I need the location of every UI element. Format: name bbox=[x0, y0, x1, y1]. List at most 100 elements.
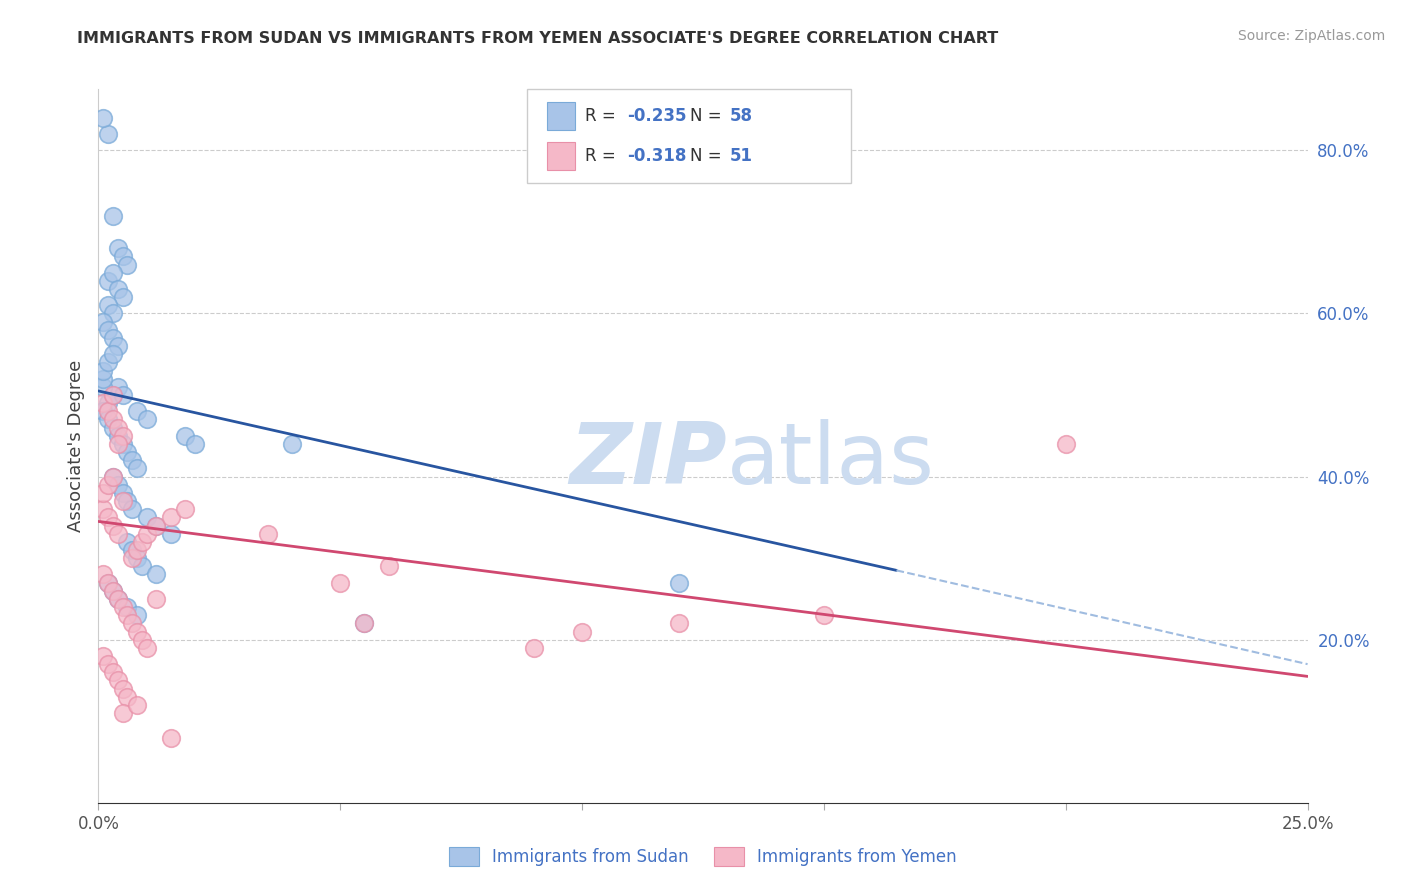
Point bbox=[135, 640, 157, 655]
Point bbox=[127, 608, 149, 623]
Text: N =: N = bbox=[690, 107, 727, 125]
Point bbox=[97, 575, 120, 590]
Point bbox=[107, 420, 129, 434]
Point bbox=[91, 567, 114, 582]
Point bbox=[160, 510, 183, 524]
Point bbox=[97, 477, 120, 491]
Point bbox=[111, 437, 134, 451]
Point bbox=[101, 412, 124, 426]
Text: 51: 51 bbox=[730, 147, 752, 165]
Point bbox=[121, 616, 143, 631]
Point bbox=[145, 591, 167, 606]
Point bbox=[101, 469, 124, 483]
Point bbox=[117, 534, 139, 549]
Point bbox=[107, 673, 129, 688]
Text: R =: R = bbox=[585, 147, 621, 165]
Point bbox=[523, 640, 546, 655]
Point bbox=[145, 518, 167, 533]
Point bbox=[101, 420, 124, 434]
Legend: Immigrants from Sudan, Immigrants from Yemen: Immigrants from Sudan, Immigrants from Y… bbox=[443, 840, 963, 873]
Point bbox=[101, 209, 124, 223]
Point bbox=[127, 404, 149, 418]
Point bbox=[668, 575, 690, 590]
Point bbox=[121, 543, 143, 558]
Text: 58: 58 bbox=[730, 107, 752, 125]
Point bbox=[174, 502, 197, 516]
Point bbox=[111, 494, 134, 508]
Point bbox=[101, 469, 124, 483]
Point bbox=[121, 502, 143, 516]
Point bbox=[107, 282, 129, 296]
Point bbox=[91, 486, 114, 500]
Point bbox=[91, 111, 114, 125]
Point bbox=[135, 510, 157, 524]
Point bbox=[160, 526, 183, 541]
Point bbox=[101, 266, 124, 280]
Point bbox=[813, 608, 835, 623]
Point bbox=[353, 616, 375, 631]
Point bbox=[117, 494, 139, 508]
Point bbox=[107, 380, 129, 394]
Point bbox=[101, 518, 124, 533]
Point bbox=[571, 624, 593, 639]
Point bbox=[145, 518, 167, 533]
Point bbox=[111, 486, 134, 500]
Point bbox=[91, 648, 114, 663]
Point bbox=[135, 526, 157, 541]
Point bbox=[131, 534, 153, 549]
Point bbox=[101, 306, 124, 320]
Point bbox=[121, 453, 143, 467]
Point bbox=[111, 600, 134, 615]
Point bbox=[91, 396, 114, 410]
Point bbox=[127, 551, 149, 566]
Point bbox=[353, 616, 375, 631]
Point bbox=[97, 510, 120, 524]
Point bbox=[131, 559, 153, 574]
Text: -0.318: -0.318 bbox=[627, 147, 686, 165]
Point bbox=[111, 429, 134, 443]
Text: N =: N = bbox=[690, 147, 727, 165]
Point bbox=[127, 461, 149, 475]
Point bbox=[107, 339, 129, 353]
Point bbox=[91, 404, 114, 418]
Point bbox=[117, 608, 139, 623]
Point bbox=[111, 388, 134, 402]
Text: R =: R = bbox=[585, 107, 621, 125]
Point bbox=[127, 624, 149, 639]
Point bbox=[135, 412, 157, 426]
Point bbox=[668, 616, 690, 631]
Point bbox=[184, 437, 207, 451]
Point bbox=[107, 591, 129, 606]
Point bbox=[127, 698, 149, 712]
Point bbox=[91, 315, 114, 329]
Point bbox=[101, 388, 124, 402]
Point bbox=[256, 526, 278, 541]
Point bbox=[117, 445, 139, 459]
Point bbox=[107, 437, 129, 451]
Point bbox=[117, 690, 139, 704]
Point bbox=[117, 258, 139, 272]
Point bbox=[111, 290, 134, 304]
Point bbox=[97, 127, 120, 141]
Point bbox=[101, 665, 124, 680]
Point bbox=[117, 600, 139, 615]
Point bbox=[97, 412, 120, 426]
Point bbox=[101, 347, 124, 361]
Point bbox=[107, 591, 129, 606]
Point bbox=[111, 249, 134, 263]
Point bbox=[1054, 437, 1077, 451]
Point bbox=[174, 429, 197, 443]
Point bbox=[97, 355, 120, 369]
Point bbox=[97, 298, 120, 312]
Point bbox=[145, 567, 167, 582]
Point bbox=[107, 526, 129, 541]
Point bbox=[127, 543, 149, 558]
Point bbox=[97, 575, 120, 590]
Text: IMMIGRANTS FROM SUDAN VS IMMIGRANTS FROM YEMEN ASSOCIATE'S DEGREE CORRELATION CH: IMMIGRANTS FROM SUDAN VS IMMIGRANTS FROM… bbox=[77, 31, 998, 46]
Point bbox=[111, 706, 134, 720]
Point bbox=[91, 380, 114, 394]
Point bbox=[329, 575, 352, 590]
Text: atlas: atlas bbox=[727, 418, 935, 502]
Point bbox=[97, 396, 120, 410]
Text: -0.235: -0.235 bbox=[627, 107, 686, 125]
